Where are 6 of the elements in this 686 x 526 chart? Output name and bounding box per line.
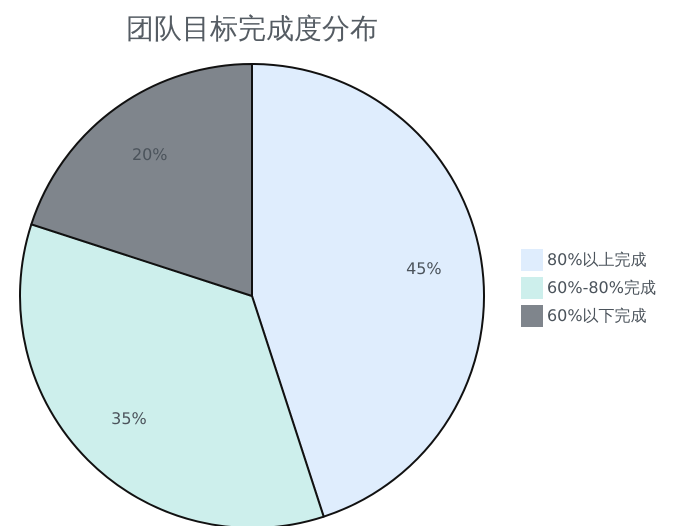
legend-label: 60%-80%完成 xyxy=(547,278,656,297)
data-label: 35% xyxy=(111,409,147,428)
legend-label: 80%以上完成 xyxy=(547,250,647,269)
data-label: 45% xyxy=(406,258,442,278)
chart-title: 团队目标完成度分布 xyxy=(126,12,378,45)
legend-label: 60%以下完成 xyxy=(547,306,647,325)
